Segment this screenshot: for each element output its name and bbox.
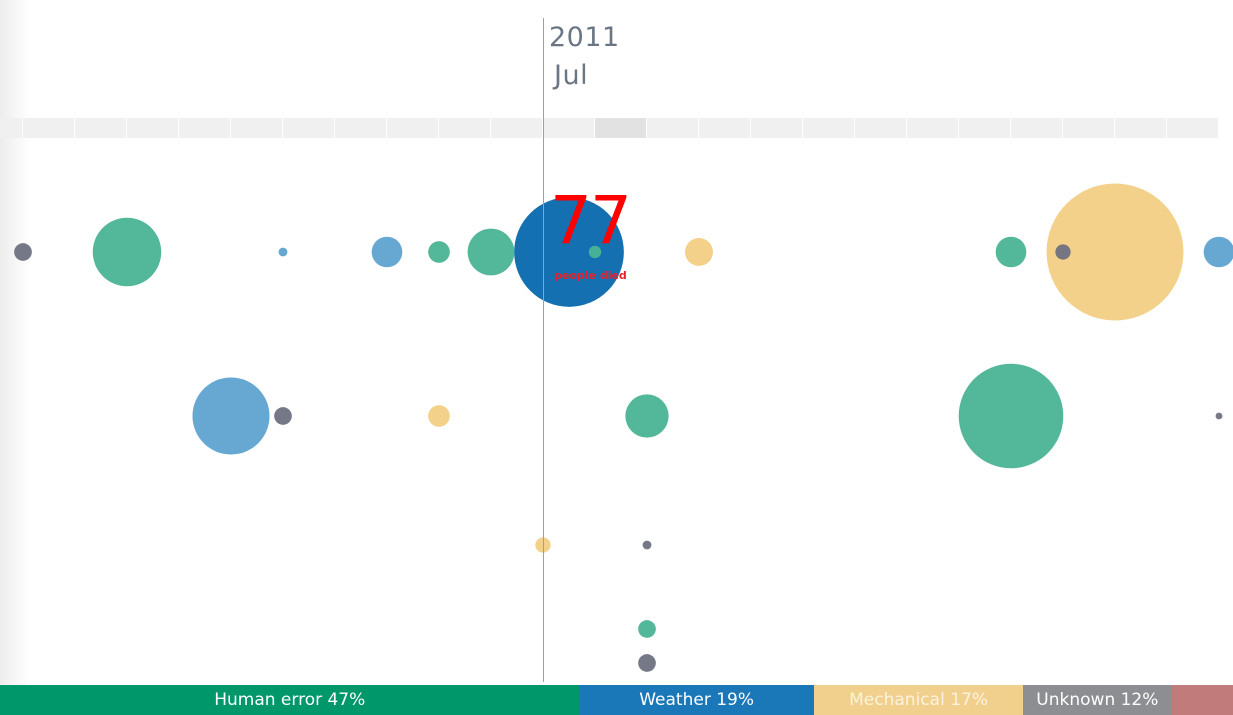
ruler-month-11[interactable]: [543, 118, 595, 138]
timeline-month-ruler[interactable]: [0, 118, 1233, 138]
bubble-human-error-11[interactable]: [428, 241, 450, 263]
timeline-cursor-line[interactable]: [543, 18, 544, 682]
ruler-month-13[interactable]: [647, 118, 699, 138]
bubble-timeline-chart: [14, 183, 1233, 672]
legend-segment-0[interactable]: Human error 47%: [0, 685, 580, 715]
bubble-mechanical-0[interactable]: [1046, 183, 1184, 321]
ruler-month-1[interactable]: [23, 118, 75, 138]
bubble-human-error-4[interactable]: [92, 217, 162, 287]
bubble-weather-20[interactable]: [278, 247, 288, 257]
ruler-month-12[interactable]: [595, 118, 647, 138]
legend-segment-4[interactable]: [1171, 685, 1233, 715]
bubble-selected-1[interactable]: [514, 197, 624, 307]
legend-segment-1[interactable]: Weather 19%: [579, 685, 814, 715]
cause-legend-bar: Human error 47% Weather 19% Mechanical 17%…: [0, 685, 1233, 715]
bubble-mechanical-10[interactable]: [685, 238, 713, 266]
ruler-month-10[interactable]: [491, 118, 543, 138]
ruler-month-2[interactable]: [75, 118, 127, 138]
bubble-human-error-13[interactable]: [638, 620, 656, 638]
bubble-human-error-2[interactable]: [958, 363, 1064, 469]
ruler-month-18[interactable]: [907, 118, 959, 138]
cursor-month-label: Jul: [554, 60, 589, 91]
bubble-weather-8[interactable]: [371, 236, 403, 268]
bubble-weather-3[interactable]: [192, 377, 270, 455]
ruler-month-9[interactable]: [439, 118, 491, 138]
ruler-month-21[interactable]: [1063, 118, 1115, 138]
ruler-month-15[interactable]: [751, 118, 803, 138]
ruler-month-3[interactable]: [127, 118, 179, 138]
bubble-mechanical-12[interactable]: [428, 405, 450, 427]
ruler-month-22[interactable]: [1115, 118, 1167, 138]
left-edge-shadow: [0, 0, 30, 685]
ruler-month-17[interactable]: [855, 118, 907, 138]
bubble-human-error-5[interactable]: [467, 228, 515, 276]
ruler-month-4[interactable]: [179, 118, 231, 138]
bubble-weather-9[interactable]: [1203, 236, 1233, 268]
bubble-human-error-19[interactable]: [588, 245, 602, 259]
legend-segment-2[interactable]: Mechanical 17%: [813, 685, 1024, 715]
ruler-month-23[interactable]: [1167, 118, 1219, 138]
bubble-unknown-21[interactable]: [642, 540, 652, 550]
ruler-month-19[interactable]: [959, 118, 1011, 138]
bubble-unknown-15[interactable]: [274, 407, 292, 425]
bubble-human-error-6[interactable]: [625, 394, 669, 438]
ruler-month-7[interactable]: [335, 118, 387, 138]
bubble-unknown-22[interactable]: [1215, 412, 1223, 420]
ruler-month-6[interactable]: [283, 118, 335, 138]
ruler-month-14[interactable]: [699, 118, 751, 138]
legend-segment-3[interactable]: Unknown 12%: [1023, 685, 1172, 715]
cursor-year-label: 2011: [549, 22, 620, 53]
selected-deaths-label: people died: [554, 269, 627, 282]
ruler-month-0[interactable]: [0, 118, 23, 138]
selected-deaths-count: 77: [550, 182, 632, 259]
bubble-unknown-16[interactable]: [638, 654, 656, 672]
ruler-month-5[interactable]: [231, 118, 283, 138]
ruler-month-8[interactable]: [387, 118, 439, 138]
ruler-month-16[interactable]: [803, 118, 855, 138]
bubble-unknown-14[interactable]: [14, 243, 32, 261]
bubble-human-error-7[interactable]: [995, 236, 1027, 268]
bubble-unknown-18[interactable]: [1055, 244, 1071, 260]
ruler-month-20[interactable]: [1011, 118, 1063, 138]
